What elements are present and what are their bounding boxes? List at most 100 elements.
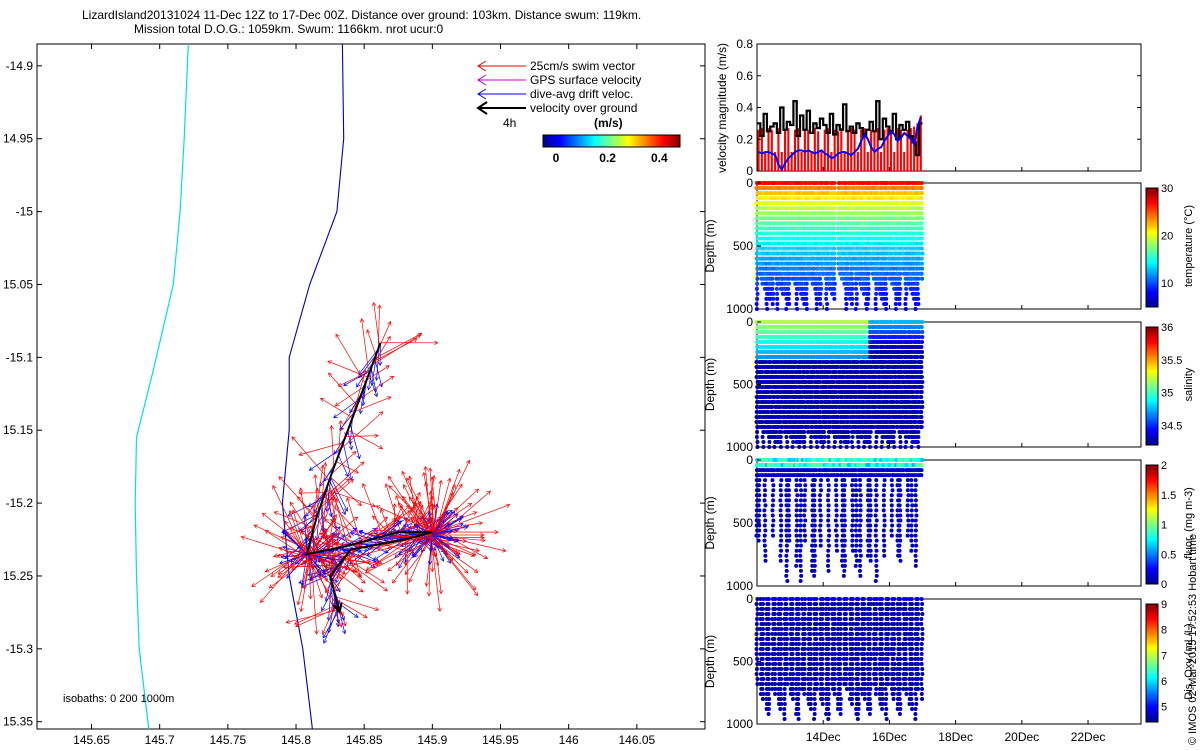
- swim-vector-head: [423, 481, 429, 487]
- swim-vector: [388, 485, 435, 534]
- swim-vector: [370, 336, 391, 368]
- temperature-sample-dot: [919, 206, 924, 211]
- map-content: [134, 44, 511, 729]
- temperature-sample-dot: [916, 301, 921, 306]
- temperature-sample-dot: [754, 301, 759, 306]
- drift-vector: [432, 523, 464, 536]
- swim-vector-head: [299, 607, 304, 613]
- swim-vector-head: [324, 535, 330, 540]
- drift-vector-head: [317, 571, 322, 577]
- swim-vector: [272, 485, 305, 553]
- temperature-sample-dot: [897, 296, 902, 301]
- swim-vector-head: [438, 589, 443, 595]
- temperature-sample-dot: [831, 266, 836, 271]
- swim-vector-head: [404, 570, 409, 576]
- swim-vector: [289, 501, 312, 537]
- swim-vector-head: [318, 593, 324, 599]
- swim-speed-bar: [903, 151, 906, 171]
- temperature-sample-dot: [854, 281, 859, 286]
- swim-vector-head: [416, 334, 422, 339]
- salinity-sample-dot: [849, 440, 854, 444]
- swim-vector: [434, 538, 442, 594]
- swim-vector-head: [300, 530, 306, 535]
- drift-vector-head: [283, 531, 289, 537]
- swim-vector-head: [422, 471, 427, 477]
- swim-vector-head: [360, 552, 366, 557]
- temperature-sample-dot: [866, 291, 871, 296]
- salinity-sample-dot: [761, 440, 766, 444]
- swim-vector-head: [419, 504, 424, 510]
- temperature-sample-dot: [768, 221, 773, 226]
- drift-vector: [331, 532, 359, 549]
- swim-vector: [294, 604, 338, 625]
- drift-vector-head: [282, 545, 287, 550]
- swim-vector-head: [328, 372, 333, 378]
- swim-vector: [362, 483, 384, 537]
- temperature-sample-dot: [850, 281, 855, 286]
- swim-vector-head: [352, 451, 357, 456]
- temperature-sample-dot: [832, 206, 837, 211]
- temperature-sample-dot: [782, 221, 787, 226]
- swim-vector: [326, 535, 332, 579]
- drift-vector: [282, 546, 308, 555]
- temperature-sample-dot: [832, 256, 837, 261]
- drift-vector-head: [373, 392, 379, 398]
- swim-vector-head: [288, 510, 294, 515]
- swim-vector-head: [347, 533, 352, 539]
- swim-vector: [298, 442, 344, 456]
- temperature-sample-dot: [832, 221, 837, 226]
- drift-vector: [350, 532, 386, 544]
- temperature-sample-dot: [919, 226, 924, 231]
- swim-vector: [310, 554, 342, 628]
- swim-speed-bar: [757, 129, 760, 171]
- swim-vector-head: [320, 464, 325, 470]
- swim-vector: [429, 514, 458, 539]
- temperature-sample-dot: [787, 301, 792, 306]
- salinity-sample-dot: [838, 445, 843, 449]
- drift-vector: [281, 514, 318, 533]
- figure-title-line1: LizardIsland20131024 11-Dec 12Z to 17-De…: [82, 8, 642, 22]
- temperature-y-label: Depth (m): [703, 219, 717, 272]
- temperature-sample-dot: [768, 231, 773, 236]
- swim-vector-head: [401, 470, 406, 476]
- drift-vector-head: [358, 409, 364, 415]
- temperature-sample-dot: [864, 307, 869, 311]
- legend-scale-label: 4h: [503, 116, 516, 130]
- drift-vector-head: [450, 511, 456, 516]
- temperature-sample-dot: [768, 296, 773, 301]
- swim-vector: [321, 462, 326, 503]
- drift-vector: [367, 543, 382, 556]
- swim-vector-head: [331, 538, 337, 543]
- drift-vector-head: [307, 502, 313, 508]
- swim-vector-head: [362, 369, 367, 375]
- swim-speed-bar: [893, 151, 896, 171]
- salinity-sample-dot: [822, 435, 827, 439]
- temperature-sample-dot: [866, 296, 871, 301]
- temperature-y-tick-label: 1000: [726, 302, 753, 316]
- swim-vector-head: [308, 595, 313, 600]
- map-y-tick-label: 15.05: [3, 277, 33, 291]
- drift-vector-head: [348, 476, 353, 481]
- drift-vector-head: [300, 581, 305, 587]
- temperature-sample-dot: [919, 236, 924, 241]
- swim-vector-head: [389, 375, 395, 380]
- swim-vector-head: [314, 630, 319, 635]
- temperature-sample-dot: [903, 296, 908, 301]
- temperature-sample-dot: [866, 281, 871, 286]
- swim-vector: [367, 532, 429, 540]
- temperature-sample-dot: [893, 307, 898, 311]
- swim-vector: [361, 318, 370, 375]
- temperature-sample-dot: [832, 236, 837, 241]
- swim-speed-bar: [846, 129, 849, 171]
- drift-vector-head: [340, 616, 346, 621]
- swim-vector: [319, 478, 354, 509]
- drift-vector-head: [328, 512, 334, 518]
- legend-ground-velocity: velocity over ground: [476, 101, 637, 115]
- drift-speed-line: [758, 116, 922, 171]
- swim-vector-head: [386, 335, 391, 341]
- temperature-sample-dot: [780, 271, 785, 276]
- drift-vector-head: [402, 524, 408, 529]
- temperature-sample-dot: [897, 301, 902, 306]
- swim-vector-head: [474, 488, 480, 493]
- swim-vector: [392, 530, 433, 584]
